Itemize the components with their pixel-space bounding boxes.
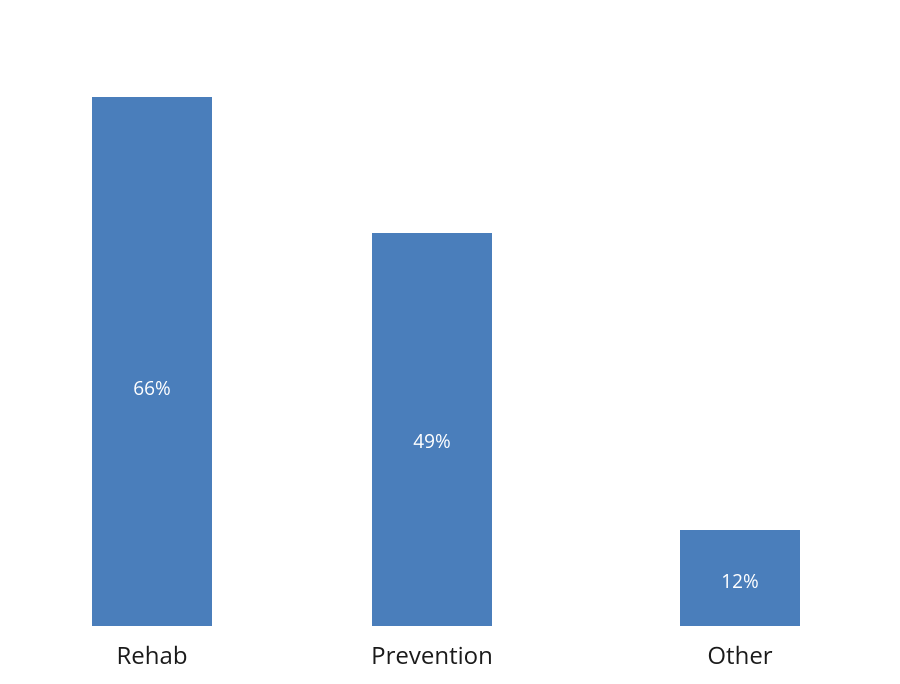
bar-other: 12%: [680, 530, 800, 626]
plot-area: 66% Rehab 49% Prevention 12% Other: [0, 0, 900, 684]
x-axis-label: Prevention: [312, 639, 552, 672]
bar-value-label: 49%: [372, 428, 492, 454]
bar-value-label: 12%: [680, 568, 800, 594]
bar-rehab: 66%: [92, 97, 212, 626]
bar-chart: 66% Rehab 49% Prevention 12% Other: [0, 0, 900, 684]
x-axis-label: Other: [620, 639, 860, 672]
x-axis-label: Rehab: [32, 639, 272, 672]
bar-value-label: 66%: [92, 375, 212, 401]
bar-prevention: 49%: [372, 233, 492, 626]
